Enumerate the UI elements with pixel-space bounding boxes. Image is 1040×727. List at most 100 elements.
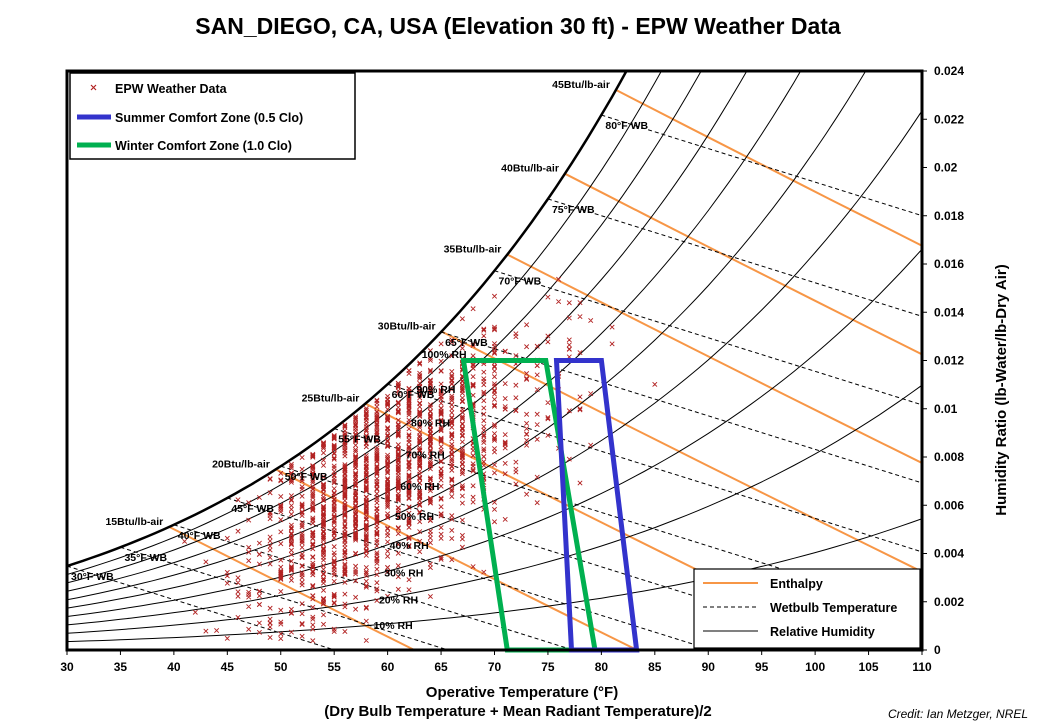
line-annotations: 10% RH 20% RH 30% RH 40% RH 50% RH 60% RH 70% … [71, 79, 648, 632]
rh-label: 80% RH [411, 417, 450, 429]
wetbulb-label: 55°F WB [338, 434, 381, 446]
x-axis-label: Operative Temperature (°F) [426, 684, 618, 701]
x-tick-label: 95 [755, 660, 769, 674]
y-tick-label: 0.012 [934, 354, 964, 368]
wetbulb-label: 40°F WB [178, 530, 221, 542]
y-tick-label: 0.022 [934, 112, 964, 126]
y-tick-label: 0.01 [934, 402, 958, 416]
wetbulb-label: 50°F WB [285, 471, 328, 483]
rh-label: 100% RH [422, 349, 467, 361]
y-tick-label: 0.006 [934, 498, 964, 512]
wetbulb-line-30 [67, 565, 335, 650]
saturation-line [67, 71, 628, 568]
enthalpy-label: 35Btu/lb-air [444, 244, 502, 256]
enthalpy-line-35 [506, 253, 922, 465]
legend-top-label: EPW Weather Data [115, 82, 228, 96]
y-tick-label: 0.018 [934, 209, 964, 223]
enthalpy-label: 15Btu/lb-air [105, 516, 163, 528]
enthalpy-label: 20Btu/lb-air [212, 458, 270, 470]
y-tick-label: 0 [934, 643, 941, 657]
enthalpy-label: 25Btu/lb-air [302, 393, 360, 405]
rh-label: 50% RH [395, 511, 434, 523]
rh-line-30 [67, 248, 922, 626]
y-tick-label: 0.014 [934, 305, 964, 319]
legends: EPW Weather Data Summer Comfort Zone (0.5… [69, 72, 921, 649]
x-tick-label: 105 [859, 660, 879, 674]
rh-line-40 [67, 110, 922, 617]
y-tick-label: 0.02 [934, 161, 958, 175]
rh-line-80 [67, 71, 702, 584]
x-tick-label: 35 [114, 660, 128, 674]
x-tick-label: 40 [167, 660, 181, 674]
wetbulb-line-70 [494, 270, 922, 406]
wetbulb-line-75 [547, 198, 922, 317]
wetbulb-label: 30°F WB [71, 571, 114, 583]
rh-curves [67, 71, 922, 643]
wetbulb-line-65 [440, 331, 922, 484]
enthalpy-label: 30Btu/lb-air [378, 320, 436, 332]
x-tick-label: 30 [60, 660, 74, 674]
x-tick-label: 50 [274, 660, 288, 674]
enthalpy-line-15 [168, 526, 417, 650]
saturation-curve [67, 71, 628, 568]
x-tick-label: 45 [221, 660, 235, 674]
x-tick-label: 60 [381, 660, 395, 674]
rh-label: 40% RH [390, 540, 429, 552]
chart-title: SAN_DIEGO, CA, USA (Elevation 30 ft) - E… [195, 13, 841, 39]
legend-bottom-label: Wetbulb Temperature [770, 601, 897, 615]
legend-top-label: Winter Comfort Zone (1.0 Clo) [115, 139, 292, 153]
rh-label: 60% RH [400, 481, 439, 493]
wetbulb-label: 60°F WB [392, 389, 435, 401]
rh-line-50 [67, 71, 867, 609]
wetbulb-label: 65°F WB [445, 337, 488, 349]
enthalpy-line-25 [364, 402, 862, 650]
enthalpy-lines [168, 89, 922, 650]
legend-top-label: Summer Comfort Zone (0.5 Clo) [115, 111, 303, 125]
x-tick-label: 90 [702, 660, 716, 674]
wetbulb-label: 75°F WB [552, 204, 595, 216]
enthalpy-line-40 [564, 172, 922, 356]
rh-label: 10% RH [374, 620, 413, 632]
legend-marker-x [90, 84, 97, 91]
legend-bottom-label: Relative Humidity [770, 625, 875, 639]
x-tick-label: 70 [488, 660, 502, 674]
y-axis-label: Humidity Ratio (lb-Water/lb-Dry Air) [993, 264, 1010, 515]
rh-label: 90% RH [416, 384, 455, 396]
rh-label: 20% RH [379, 594, 418, 606]
x-tick-label: 110 [912, 660, 932, 674]
enthalpy-label: 45Btu/lb-air [552, 79, 610, 91]
wetbulb-label: 70°F WB [499, 276, 542, 288]
y-tick-label: 0.004 [934, 547, 964, 561]
enthalpy-line-30 [441, 330, 922, 573]
enthalpy-label: 40Btu/lb-air [501, 163, 559, 175]
weather-point-cloud [182, 276, 658, 644]
x-tick-label: 85 [648, 660, 662, 674]
weather-data-points [182, 276, 658, 644]
credit-text: Credit: Ian Metzger, NREL [888, 707, 1028, 721]
rh-label: 70% RH [406, 450, 445, 462]
y-tick-label: 0.016 [934, 257, 964, 271]
rh-line-90 [67, 71, 662, 575]
x-tick-label: 100 [805, 660, 825, 674]
y-tick-label: 0.024 [934, 64, 964, 78]
x-tick-label: 65 [434, 660, 448, 674]
wetbulb-line-80 [601, 114, 922, 217]
wetbulb-label: 35°F WB [124, 552, 167, 564]
enthalpy-line-45 [615, 89, 922, 247]
x-tick-label: 75 [541, 660, 555, 674]
wetbulb-line-60 [387, 383, 922, 553]
legend-bottom-label: Enthalpy [770, 577, 823, 591]
x-tick-label: 55 [328, 660, 342, 674]
wetbulb-label: 80°F WB [605, 120, 648, 132]
enthalpy-line-20 [275, 468, 640, 650]
rh-label: 30% RH [384, 568, 423, 580]
x-axis-label-2: (Dry Bulb Temperature + Mean Radiant Tem… [324, 703, 711, 720]
y-tick-label: 0.008 [934, 450, 964, 464]
wetbulb-label: 45°F WB [231, 503, 274, 515]
rh-line-10 [67, 518, 922, 643]
y-tick-label: 0.002 [934, 595, 964, 609]
wetbulb-line-35 [120, 546, 449, 650]
x-tick-label: 80 [595, 660, 609, 674]
